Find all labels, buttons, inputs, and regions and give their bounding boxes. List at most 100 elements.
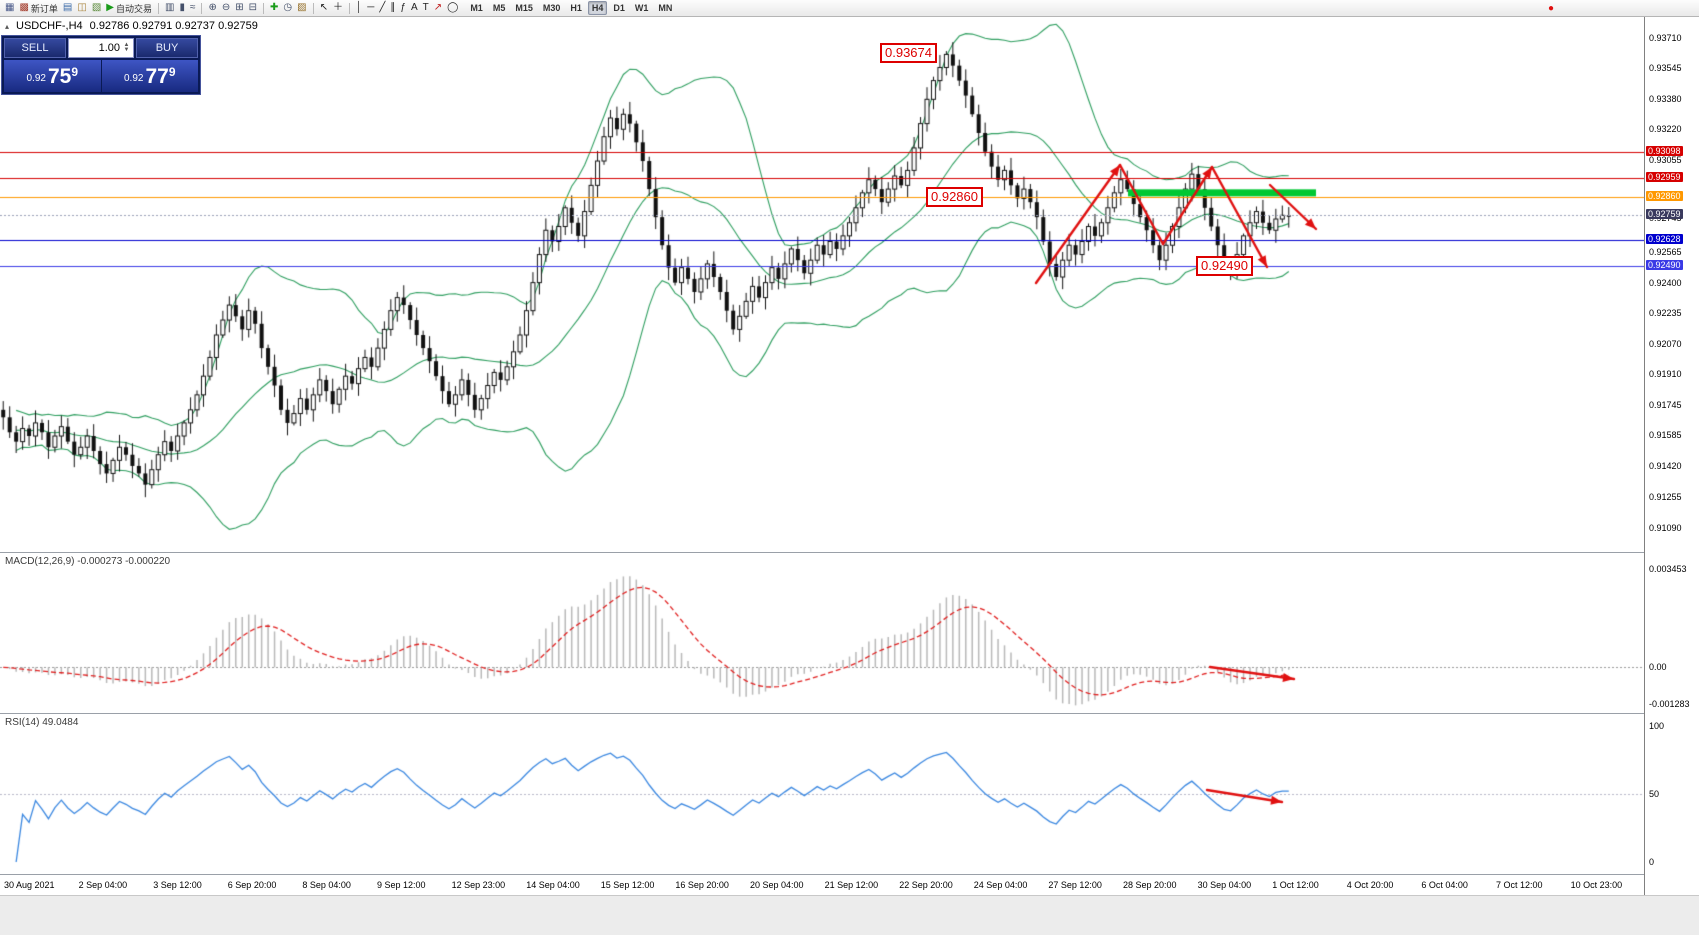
current-price-chip: 0.92759 — [1646, 209, 1683, 220]
price-axis-label: 0.92070 — [1649, 339, 1682, 350]
volume-input[interactable]: 1.00 ▲ ▼ — [68, 38, 134, 58]
timeframe-h1-button[interactable]: H1 — [570, 3, 582, 13]
price-level-chip: 0.93098 — [1646, 146, 1683, 157]
macd-axis-label: 0.00 — [1649, 662, 1667, 673]
buy-price-button[interactable]: 0.92 77 9 — [101, 60, 198, 92]
macd-panel-canvas[interactable] — [0, 553, 1644, 713]
timeframe-w1-button[interactable]: W1 — [634, 3, 649, 13]
zoom-in-icon: ⊕ — [208, 2, 217, 13]
rsi-axis-label: 100 — [1649, 721, 1665, 731]
text-label-icon[interactable]: T — [421, 1, 431, 16]
buy-button-label: BUY — [155, 42, 179, 54]
horizontal-line-icon[interactable]: ─ — [365, 1, 376, 16]
bottom-spacer — [0, 895, 1699, 935]
main-chart-canvas[interactable] — [0, 17, 1644, 552]
templates-icon[interactable]: ▨ — [295, 1, 308, 16]
bar-chart-icon: ▥ — [165, 2, 175, 13]
price-level-chip: 0.92490 — [1646, 259, 1683, 270]
arrows-icon[interactable]: ↗ — [432, 1, 444, 16]
zoom-in-icon[interactable]: ⊕ — [206, 1, 218, 16]
new-chart-icon: ▦ — [5, 2, 15, 13]
time-axis-label: 12 Sep 23:00 — [451, 880, 506, 890]
navigator-icon[interactable]: ▧ — [90, 1, 103, 16]
auto-trading-icon: ▶ — [106, 2, 114, 13]
timeframe-m1-button[interactable]: M1 — [470, 3, 483, 13]
navigator-icon: ▧ — [91, 2, 102, 13]
rsi-panel-canvas[interactable] — [0, 714, 1644, 874]
panel-divider[interactable] — [0, 713, 1699, 714]
price-axis-label: 0.93710 — [1649, 32, 1682, 43]
time-axis-label: 22 Sep 20:00 — [899, 880, 953, 890]
sell-button[interactable]: SELL — [4, 38, 66, 58]
volume-value: 1.00 — [98, 42, 120, 54]
new-order-button[interactable]: ▩ 新订单 — [17, 1, 59, 16]
price-axis-label: 0.91910 — [1649, 369, 1682, 380]
crosshair-icon[interactable]: ＋ — [331, 1, 345, 16]
timeframe-m30-button[interactable]: M30 — [542, 3, 561, 13]
auto-trading-button[interactable]: ▶ 自动交易 — [104, 1, 154, 16]
price-axis-label: 0.92565 — [1649, 246, 1682, 257]
time-axis-label: 30 Aug 2021 — [4, 880, 55, 890]
tile-windows-icon[interactable]: ⊞ — [233, 1, 245, 16]
time-axis-label: 21 Sep 12:00 — [824, 880, 879, 890]
shapes-icon[interactable]: ◯ — [445, 1, 460, 16]
candlestick-chart-icon: ▮ — [179, 2, 185, 13]
stepper-up-icon[interactable]: ▲ — [123, 42, 130, 48]
price-level-chip: 0.92959 — [1646, 172, 1683, 183]
rsi-axis-label: 50 — [1649, 789, 1660, 799]
one-click-toggle-icon[interactable]: ▴ — [5, 21, 10, 31]
time-axis[interactable]: 30 Aug 2021 2 Sep 04:00 3 Sep 12:00 6 Sep 2… — [0, 875, 1644, 895]
time-axis-label: 10 Oct 23:00 — [1570, 880, 1623, 890]
panel-divider[interactable] — [0, 552, 1699, 553]
buy-price-prefix: 0.92 — [123, 73, 144, 84]
cursor-icon[interactable]: ↖ — [318, 1, 330, 16]
timeframe-mn-button[interactable]: MN — [658, 3, 673, 13]
fibonacci-icon: ƒ — [400, 2, 406, 13]
price-axis-label: 0.91745 — [1649, 400, 1682, 411]
toolbar-separator — [349, 2, 350, 14]
timeframe-d1-button[interactable]: D1 — [613, 3, 625, 13]
cascade-windows-icon[interactable]: ⊟ — [247, 1, 259, 16]
time-axis-label: 9 Sep 12:00 — [377, 880, 426, 890]
periods-icon[interactable]: ◷ — [281, 1, 294, 16]
trendline-icon: ╱ — [379, 2, 386, 13]
timeframe-m5-button[interactable]: M5 — [492, 3, 506, 13]
candlestick-chart-icon[interactable]: ▮ — [177, 1, 187, 16]
sell-price-big: 75 — [47, 64, 72, 88]
crosshair-icon: ＋ — [333, 2, 343, 13]
vertical-line-icon[interactable]: │ — [354, 1, 364, 16]
update-alert-icon[interactable]: ● — [1547, 2, 1554, 14]
price-axis-label: 0.93380 — [1649, 94, 1682, 105]
templates-icon: ▨ — [297, 2, 307, 13]
buy-button[interactable]: BUY — [136, 38, 198, 58]
text-icon[interactable]: A — [409, 1, 420, 16]
cursor-icon: ↖ — [319, 2, 328, 13]
macd-indicator-label: MACD(12,26,9) -0.000273 -0.000220 — [5, 556, 171, 567]
volume-stepper[interactable]: ▲ ▼ — [121, 39, 132, 57]
panel-divider[interactable] — [0, 874, 1699, 875]
channel-icon[interactable]: ∥ — [388, 1, 397, 16]
data-window-icon: ◫ — [77, 2, 87, 13]
fibonacci-icon[interactable]: ƒ — [398, 1, 408, 16]
market-watch-icon[interactable]: ▤ — [61, 1, 74, 16]
line-chart-icon: ≈ — [189, 2, 196, 13]
time-axis-label: 28 Sep 20:00 — [1123, 880, 1177, 890]
toolbar-separator — [158, 2, 159, 14]
timeframe-m15-button[interactable]: M15 — [515, 3, 533, 13]
bar-chart-icon[interactable]: ▥ — [163, 1, 176, 16]
new-chart-icon[interactable]: ▦ — [3, 1, 16, 16]
one-click-trading-panel: SELL 1.00 ▲ ▼ BUY 0.92 75 9 0.92 77 — [1, 35, 201, 95]
price-axis[interactable]: 0.93710 0.93545 0.93380 0.93220 0.93055 0.927… — [1644, 17, 1699, 895]
price-axis-label: 0.93545 — [1649, 63, 1682, 74]
trendline-icon[interactable]: ╱ — [377, 1, 387, 16]
indicators-icon[interactable]: ✚ — [268, 1, 280, 16]
data-window-icon[interactable]: ◫ — [75, 1, 88, 16]
stepper-down-icon[interactable]: ▼ — [123, 47, 130, 53]
line-chart-icon[interactable]: ≈ — [188, 1, 198, 16]
zoom-out-icon[interactable]: ⊖ — [220, 1, 232, 16]
sell-price-button[interactable]: 0.92 75 9 — [4, 60, 101, 92]
timeframe-h4-button[interactable]: H4 — [587, 1, 608, 15]
text-icon: A — [410, 2, 418, 13]
vertical-line-icon: │ — [356, 2, 363, 13]
